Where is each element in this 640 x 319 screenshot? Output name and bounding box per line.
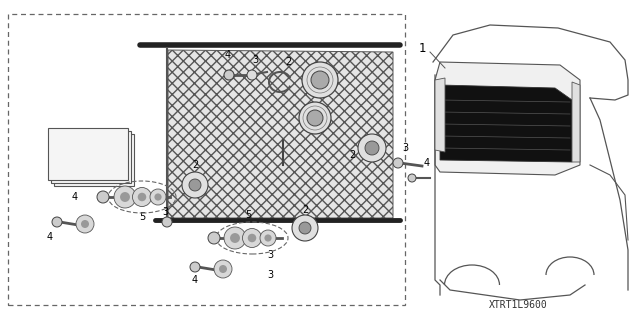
Circle shape [247, 70, 257, 80]
Circle shape [154, 193, 162, 201]
Polygon shape [168, 50, 393, 218]
Bar [54, 134, 134, 186]
Circle shape [114, 186, 136, 208]
Circle shape [311, 71, 329, 89]
Polygon shape [440, 85, 572, 162]
Text: 3: 3 [162, 207, 168, 217]
Circle shape [243, 228, 262, 248]
Circle shape [224, 227, 246, 249]
Text: 5: 5 [245, 210, 251, 220]
Text: 3: 3 [267, 270, 273, 280]
Circle shape [208, 232, 220, 244]
Circle shape [302, 62, 338, 98]
Circle shape [307, 110, 323, 126]
Circle shape [120, 192, 130, 202]
Text: 2: 2 [285, 57, 291, 67]
Text: 4: 4 [192, 275, 198, 285]
Polygon shape [435, 62, 580, 175]
Text: 3: 3 [402, 143, 408, 153]
Circle shape [150, 189, 166, 205]
Circle shape [292, 215, 318, 241]
Circle shape [264, 234, 271, 241]
Text: XTRT1L9600: XTRT1L9600 [488, 300, 547, 310]
Circle shape [365, 141, 379, 155]
Text: 4: 4 [72, 192, 78, 202]
Text: 2: 2 [302, 205, 308, 215]
Text: 2: 2 [192, 160, 198, 170]
Circle shape [189, 179, 201, 191]
Circle shape [138, 193, 147, 201]
Circle shape [97, 191, 109, 203]
Text: 4: 4 [225, 50, 231, 60]
Bar [51, 131, 131, 183]
Bar [8, 14, 405, 305]
Circle shape [81, 220, 89, 228]
Text: 4: 4 [424, 158, 430, 168]
Polygon shape [572, 82, 580, 162]
Circle shape [162, 217, 172, 227]
Circle shape [190, 262, 200, 272]
Circle shape [219, 265, 227, 273]
Text: 5: 5 [139, 212, 145, 222]
Circle shape [248, 234, 256, 242]
Circle shape [76, 215, 94, 233]
Circle shape [408, 174, 416, 182]
Text: 3: 3 [267, 250, 273, 260]
Circle shape [358, 134, 386, 162]
Circle shape [182, 172, 208, 198]
Polygon shape [435, 78, 445, 152]
Circle shape [230, 233, 240, 243]
Circle shape [224, 70, 234, 80]
Circle shape [52, 217, 62, 227]
Text: 1: 1 [419, 41, 426, 55]
Circle shape [393, 158, 403, 168]
Circle shape [299, 222, 311, 234]
Text: 2: 2 [349, 150, 355, 160]
Circle shape [299, 102, 331, 134]
Circle shape [260, 230, 276, 246]
Text: 4: 4 [47, 232, 53, 242]
Circle shape [214, 260, 232, 278]
Text: 3: 3 [252, 55, 258, 65]
Bar [48, 128, 128, 180]
Circle shape [132, 188, 152, 206]
